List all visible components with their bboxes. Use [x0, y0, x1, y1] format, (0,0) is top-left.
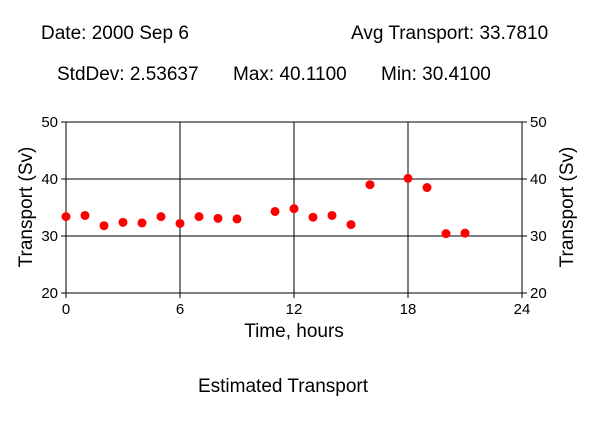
- y-axis-label-left: Transport (Sv): [16, 147, 37, 268]
- date-text: Date: 2000 Sep 6: [41, 23, 189, 44]
- data-point: [137, 218, 147, 228]
- y-axis-label-right: Transport (Sv): [557, 147, 578, 268]
- y-tick-label-right: 50: [530, 114, 547, 131]
- data-point: [194, 212, 204, 222]
- data-point: [403, 173, 413, 183]
- data-points: [61, 173, 470, 239]
- data-point: [213, 213, 223, 223]
- data-point: [346, 220, 356, 230]
- x-tick-label: 0: [62, 301, 70, 318]
- data-point: [365, 180, 375, 190]
- max-text: Max: 40.1100: [233, 64, 347, 85]
- y-tick-label-left: 30: [41, 228, 58, 245]
- x-tick-label: 6: [176, 301, 184, 318]
- data-point: [80, 210, 90, 220]
- y-tick-label-left: 40: [41, 171, 58, 188]
- data-point: [289, 204, 299, 214]
- y-tick-label-right: 40: [530, 171, 547, 188]
- data-point: [175, 218, 185, 228]
- y-tick-label-left: 50: [41, 114, 58, 131]
- data-point: [460, 228, 470, 238]
- data-point: [118, 217, 128, 227]
- data-point: [422, 183, 432, 193]
- data-point: [441, 229, 451, 239]
- data-point: [156, 212, 166, 222]
- min-text: Min: 30.4100: [381, 64, 491, 85]
- data-point: [61, 212, 71, 222]
- x-tick-label: 18: [400, 301, 417, 318]
- stddev-text: StdDev: 2.53637: [57, 64, 199, 85]
- data-point: [232, 214, 242, 224]
- data-point: [327, 210, 337, 220]
- x-tick-label: 12: [286, 301, 303, 318]
- y-tick-label-right: 30: [530, 228, 547, 245]
- chart-title: Estimated Transport: [198, 376, 369, 397]
- data-point: [99, 221, 109, 231]
- x-axis-label: Time, hours: [244, 321, 344, 342]
- data-point: [308, 212, 318, 222]
- data-point: [270, 206, 280, 216]
- x-tick-label: 24: [514, 301, 531, 318]
- y-tick-label-left: 20: [41, 285, 58, 302]
- avg-transport-text: Avg Transport: 33.7810: [351, 23, 549, 44]
- y-tick-label-right: 20: [530, 285, 547, 302]
